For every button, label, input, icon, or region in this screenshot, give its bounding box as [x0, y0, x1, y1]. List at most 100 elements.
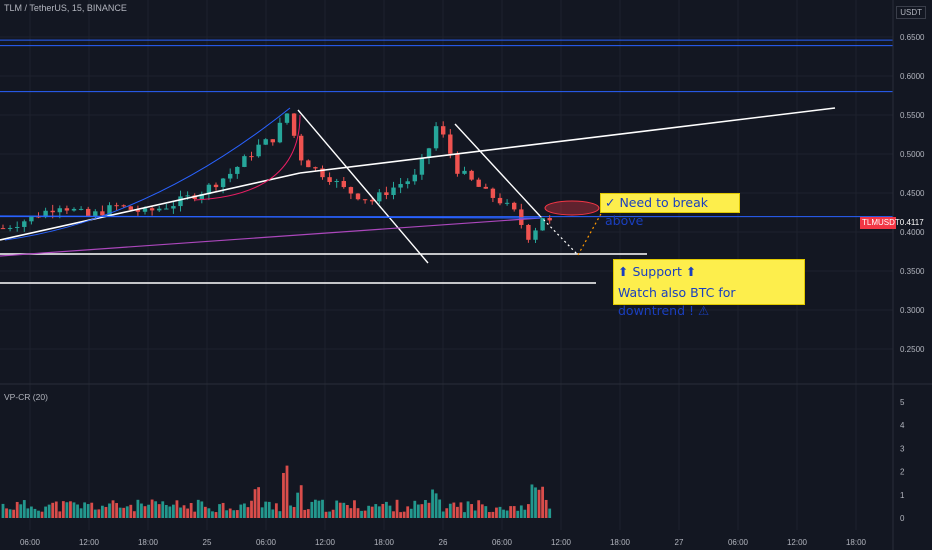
volume-bar: [19, 504, 23, 518]
volume-bar: [221, 502, 225, 518]
candle-body: [157, 208, 162, 211]
volume-bar: [211, 511, 214, 518]
volume-bar: [136, 499, 140, 518]
volume-bar: [360, 510, 363, 518]
volume-bar: [534, 487, 537, 518]
volume-bar: [260, 507, 264, 518]
candle-body: [398, 184, 403, 188]
volume-bar: [303, 509, 307, 518]
candle-body: [220, 178, 226, 188]
volume-bar: [292, 506, 296, 518]
candle-body: [327, 177, 332, 183]
volume-bar: [253, 489, 257, 518]
projection-down: [539, 215, 579, 256]
candle-body: [441, 126, 446, 135]
candle-body: [0, 228, 6, 230]
volume-bar: [30, 506, 33, 518]
y-tick-label: 0.6000: [900, 72, 925, 81]
volume-bar: [413, 500, 417, 518]
candle-body: [199, 194, 204, 200]
volume-bar: [356, 508, 360, 518]
candle-body: [476, 179, 481, 187]
candle-body: [512, 202, 517, 210]
candle-body: [412, 174, 417, 182]
candle-body: [348, 187, 354, 194]
candle-body: [128, 206, 133, 210]
volume-bar: [15, 501, 19, 518]
candle-body: [100, 211, 105, 216]
x-tick-label: 12:00: [79, 538, 100, 547]
descending-trendline-2: [454, 123, 541, 217]
volume-bar: [353, 500, 356, 518]
candle-body: [149, 208, 155, 211]
volume-bar: [331, 509, 335, 518]
candle-body: [448, 134, 453, 154]
volume-bar: [132, 511, 136, 518]
volume-bar: [487, 512, 491, 518]
volume-bar: [33, 508, 37, 518]
currency-button[interactable]: USDT: [896, 6, 926, 19]
candle-body: [490, 188, 496, 198]
volume-bar: [321, 499, 324, 518]
volume-bar: [161, 501, 165, 518]
candle-body: [43, 210, 48, 218]
volume-bar: [76, 504, 79, 518]
x-tick-label: 12:00: [787, 538, 808, 547]
candle-body: [135, 209, 141, 212]
volume-bar: [438, 499, 442, 518]
volume-bar: [111, 500, 115, 518]
volume-bar: [5, 508, 8, 518]
candle-body: [270, 139, 275, 143]
candle-body: [64, 208, 70, 211]
volume-bar: [147, 504, 150, 518]
break-above-callout[interactable]: ✓ Need to break above: [600, 193, 740, 228]
candle-body: [15, 226, 20, 228]
volume-bar: [289, 505, 292, 518]
y-tick-label: 0.6500: [900, 33, 925, 42]
volume-bar: [228, 508, 232, 518]
y-tick-label: 0.4000: [900, 228, 925, 237]
volume-bar: [342, 502, 346, 518]
x-tick-label: 18:00: [374, 538, 395, 547]
candle-body: [370, 199, 375, 202]
volume-bar: [420, 504, 424, 518]
volume-bar: [328, 511, 331, 518]
indicator-label[interactable]: VP-CR (20): [4, 392, 48, 402]
volume-bar: [324, 511, 328, 518]
volume-bar: [118, 507, 122, 518]
x-tick-label: 06:00: [256, 538, 277, 547]
volume-bar: [108, 503, 111, 518]
volume-bar: [370, 506, 374, 518]
volume-bar: [445, 508, 449, 518]
volume-bar: [47, 504, 51, 518]
volume-bar: [175, 500, 179, 518]
volume-bar: [516, 510, 520, 518]
candle-body: [185, 195, 190, 197]
candle-body: [22, 221, 27, 227]
volume-bar: [225, 510, 229, 518]
volume-bar: [65, 502, 69, 518]
candle-body: [291, 113, 297, 136]
volume-bar: [97, 509, 101, 518]
volume-bars: [1, 465, 552, 518]
volume-bar: [548, 508, 552, 518]
candle-body: [533, 230, 538, 240]
candle-body: [93, 211, 98, 216]
volume-bar: [377, 506, 381, 518]
volume-bar: [374, 504, 378, 518]
candle-body: [284, 113, 290, 123]
x-tick-label: 18:00: [610, 538, 631, 547]
volume-bar: [484, 506, 488, 518]
candle-body: [469, 170, 474, 180]
volume-bar: [26, 508, 30, 518]
volume-bar: [257, 487, 260, 518]
volume-bar: [282, 472, 285, 518]
support-callout[interactable]: ⬆ Support ⬆ Watch also BTC for downtrend…: [613, 259, 805, 318]
candle-body: [547, 217, 552, 221]
y-tick-label: 0.5000: [900, 150, 925, 159]
volume-bar: [54, 501, 58, 518]
volume-bar: [274, 503, 278, 518]
candle-body: [71, 208, 77, 211]
volume-bar: [218, 504, 221, 518]
volume-bar: [399, 512, 402, 518]
